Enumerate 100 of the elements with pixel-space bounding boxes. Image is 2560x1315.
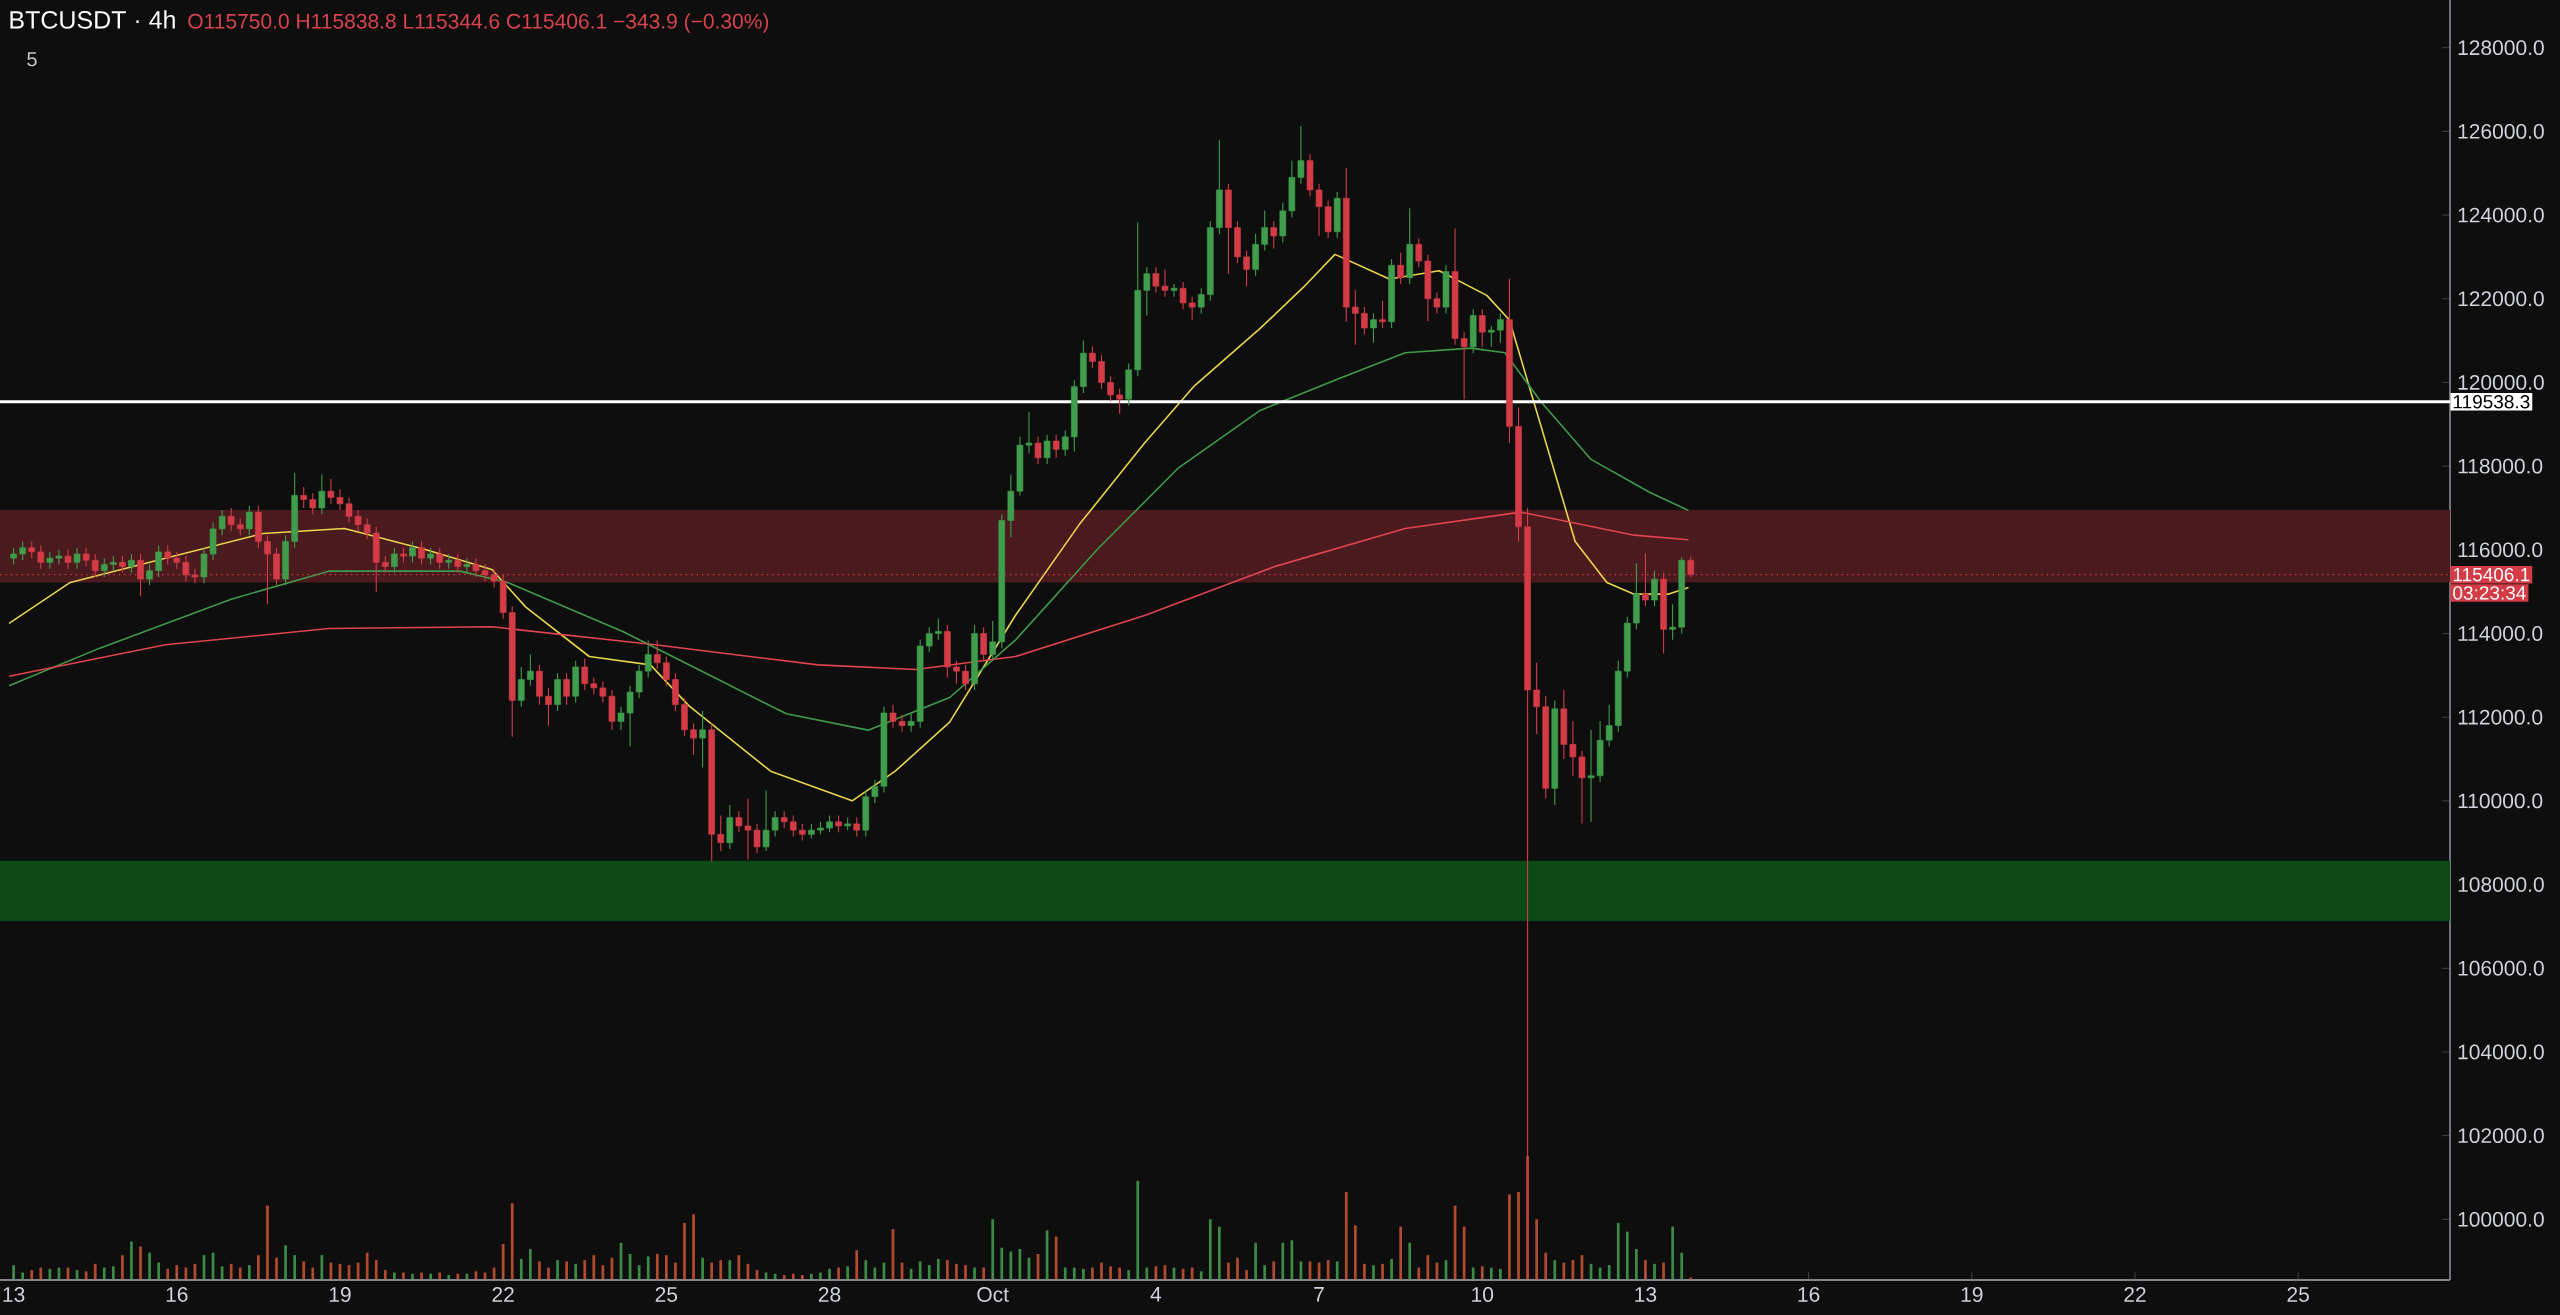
candlestick xyxy=(1261,210,1268,252)
bar xyxy=(1562,1262,1566,1280)
candlestick xyxy=(454,553,462,574)
bar xyxy=(655,1253,659,1280)
bar xyxy=(229,1263,233,1280)
bar xyxy=(374,1260,378,1280)
y-tick-label: 104000.0 xyxy=(2458,1044,2544,1060)
candlestick xyxy=(1052,434,1060,459)
candlestick xyxy=(935,617,942,641)
x-tick-label: 19 xyxy=(329,1287,351,1302)
bar xyxy=(510,1203,514,1280)
bar xyxy=(148,1252,151,1280)
bar xyxy=(547,1267,550,1280)
candlestick xyxy=(128,553,135,574)
bar xyxy=(1616,1222,1620,1280)
y-tick-label: 122000.0 xyxy=(2458,291,2544,307)
bar xyxy=(946,1260,949,1280)
candlestick xyxy=(1061,430,1069,457)
candlestick xyxy=(644,640,652,678)
ref-line-label: 119538.3 xyxy=(2453,395,2530,409)
candlestick xyxy=(1107,375,1114,402)
candlestick xyxy=(1098,354,1105,390)
candlestick xyxy=(436,547,443,570)
y-tick-label: 118000.0 xyxy=(2458,458,2543,474)
bar xyxy=(1263,1265,1267,1280)
bar xyxy=(257,1255,260,1280)
x-tick-label: 16 xyxy=(1798,1287,1820,1302)
bar xyxy=(447,1275,451,1280)
bar xyxy=(438,1272,442,1280)
candlestick xyxy=(300,486,307,509)
y-tick-label: 126000.0 xyxy=(2458,123,2544,139)
y-tick-label: 110000.0 xyxy=(2458,793,2543,809)
bar xyxy=(1217,1226,1221,1280)
candlestick xyxy=(418,540,425,565)
bar xyxy=(1353,1225,1357,1280)
candlestick xyxy=(82,547,90,568)
candlestick xyxy=(581,658,589,691)
candlestick xyxy=(463,557,471,574)
bar xyxy=(1653,1263,1656,1280)
candlestick xyxy=(989,620,996,662)
bar xyxy=(275,1257,278,1280)
bar xyxy=(1635,1248,1638,1280)
candlestick xyxy=(309,492,317,515)
bar xyxy=(719,1260,723,1280)
bar xyxy=(1145,1267,1149,1280)
candlestick xyxy=(953,660,960,685)
x-tick-label: 10 xyxy=(1472,1287,1494,1302)
bar xyxy=(1118,1267,1121,1280)
bar xyxy=(501,1244,505,1280)
bar xyxy=(1363,1263,1366,1280)
candlestick xyxy=(391,547,398,574)
candlestick xyxy=(1043,434,1051,465)
x-tick-label: 13 xyxy=(3,1287,25,1302)
bar xyxy=(982,1267,985,1280)
candlestick xyxy=(962,664,969,691)
bar xyxy=(1208,1219,1212,1280)
bar xyxy=(302,1261,306,1280)
candlestick xyxy=(1478,308,1486,348)
bar xyxy=(1245,1270,1248,1280)
candlestick xyxy=(155,545,162,578)
candlestick xyxy=(653,640,661,670)
bar xyxy=(592,1255,596,1280)
bar xyxy=(1136,1180,1140,1280)
candlestick xyxy=(699,710,706,768)
x-tick-label: 25 xyxy=(2287,1287,2309,1302)
bar xyxy=(320,1255,324,1280)
bar xyxy=(728,1260,732,1280)
bar xyxy=(1544,1252,1548,1280)
candlestick xyxy=(690,722,697,756)
y-tick-label: 108000.0 xyxy=(2458,877,2544,893)
bar xyxy=(284,1245,287,1280)
candlestick xyxy=(1379,300,1386,329)
bar xyxy=(1399,1226,1403,1280)
bar xyxy=(266,1205,269,1280)
bar xyxy=(583,1260,587,1280)
bar xyxy=(1063,1267,1067,1280)
bar xyxy=(93,1263,97,1280)
candlestick xyxy=(73,547,81,570)
bar xyxy=(139,1246,142,1280)
bar xyxy=(1426,1255,1430,1280)
bar xyxy=(1190,1267,1194,1280)
candlestick xyxy=(1497,312,1504,344)
bar xyxy=(102,1267,106,1280)
bar xyxy=(130,1241,133,1280)
y-tick-label: 106000.0 xyxy=(2458,960,2544,976)
x-tick-label: 4 xyxy=(1150,1287,1162,1302)
candlestick xyxy=(64,549,72,570)
bar xyxy=(21,1272,25,1280)
bar xyxy=(556,1260,559,1280)
bar xyxy=(1272,1261,1276,1280)
bar xyxy=(846,1266,850,1280)
y-tick-label: 116000.0 xyxy=(2458,542,2543,558)
bar xyxy=(393,1272,396,1280)
bar xyxy=(1100,1262,1103,1280)
bar xyxy=(1281,1242,1285,1280)
candlestick xyxy=(1488,325,1495,348)
candlestick xyxy=(1179,281,1187,310)
bar xyxy=(855,1250,859,1280)
bar xyxy=(121,1255,124,1280)
x-tick-label: 28 xyxy=(818,1287,841,1302)
